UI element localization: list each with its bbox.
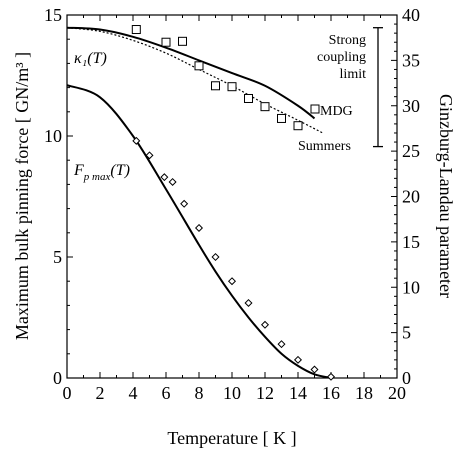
x-tick-label: 16: [322, 383, 340, 403]
x-axis-title: Temperature [ K ]: [167, 428, 296, 448]
strong-coupling-line3: limit: [340, 67, 367, 82]
fp-data-diamond: [244, 298, 253, 307]
x-tick-label: 20: [388, 383, 406, 403]
annotations-group: Temperature [ K ] Maximum bulk pinning f…: [12, 27, 453, 448]
fp-label-main: F: [73, 162, 84, 179]
fp-data-diamond: [160, 173, 169, 182]
left-y-tick-label: 15: [44, 5, 62, 25]
series-group: [66, 25, 336, 381]
fp-data-diamond: [145, 151, 154, 160]
x-tick-label: 18: [355, 383, 373, 403]
right-y-axis-title: Ginzburg-Landau parameter: [436, 94, 453, 298]
fp-data-diamond: [180, 199, 189, 208]
kappa-data-square: [227, 82, 237, 92]
x-tick-label: 8: [195, 383, 204, 403]
fp-data-diamond: [194, 223, 204, 232]
kappa-data-square: [131, 25, 141, 35]
fp-data-diamond: [326, 372, 336, 381]
right-y-tick-label: 30: [402, 96, 420, 116]
mdg-curve: [66, 26, 316, 120]
x-tick-label: 6: [162, 383, 171, 403]
x-tick-label: 2: [96, 383, 105, 403]
right-y-tick-label: 15: [402, 232, 420, 252]
x-tick-label: 12: [256, 383, 274, 403]
right-y-tick-label: 35: [402, 50, 420, 70]
left-y-tick-label: 5: [53, 247, 62, 267]
kappa-data-square: [194, 61, 204, 71]
kappa-data-square: [161, 37, 171, 47]
fp-data-diamond: [211, 252, 220, 262]
kappa-curve-label: κ₁(T): [74, 50, 107, 67]
left-y-axis-title: Maximum bulk pinning force [ GN/m³ ]: [12, 52, 32, 340]
mdg-legend-square: [310, 104, 320, 114]
fp-label-tail: (T): [110, 162, 130, 179]
right-y-tick-label: 0: [402, 368, 411, 388]
x-tick-label: 4: [129, 383, 138, 403]
fp-data-diamond: [293, 355, 303, 364]
left-y-tick-label: 10: [44, 126, 62, 146]
fp-label-sub: p max: [83, 171, 111, 183]
right-y-tick-label: 40: [402, 5, 420, 25]
kappa-data-square: [293, 121, 303, 131]
x-tick-label: 0: [63, 383, 72, 403]
summers-dotted-curve: [66, 27, 324, 134]
right-y-tick-label: 25: [402, 141, 420, 161]
fp-data-diamond: [227, 277, 237, 286]
fp-max-fit-curve: [66, 84, 332, 379]
strong-coupling-line2: coupling: [317, 50, 366, 65]
kappa-data-square: [277, 113, 286, 123]
x-tick-label: 14: [289, 383, 307, 403]
kappa-data-square: [178, 36, 187, 46]
right-y-tick-label: 20: [402, 187, 420, 207]
fp-data-diamond: [168, 177, 177, 186]
fp-data-diamond: [310, 365, 319, 374]
fp-curve-label: Fp max(T): [73, 162, 130, 183]
strong-coupling-line1: Strong: [329, 33, 366, 48]
fp-data-diamond: [132, 136, 141, 145]
kappa-data-square: [211, 81, 220, 91]
left-y-tick-label: 0: [53, 368, 62, 388]
summers-label: Summers: [298, 139, 351, 154]
right-y-tick-label: 5: [402, 323, 411, 343]
kappa-data-square: [260, 102, 270, 112]
mdg-label: MDG: [320, 104, 353, 119]
kappa-data-square: [244, 93, 253, 103]
fp-data-diamond: [260, 320, 270, 329]
fp-data-diamond: [277, 340, 286, 349]
x-tick-label: 10: [223, 383, 241, 403]
right-y-tick-label: 10: [402, 277, 420, 297]
